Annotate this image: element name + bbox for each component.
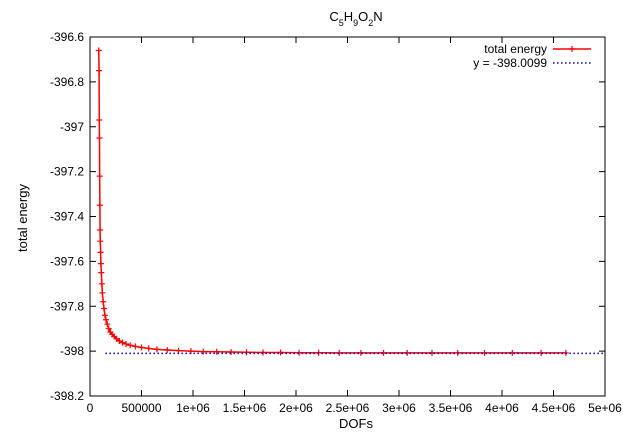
data-point-marker xyxy=(260,349,267,356)
series-layer xyxy=(95,47,605,356)
data-point-marker xyxy=(96,134,103,141)
data-point-marker xyxy=(123,340,130,347)
data-point-marker xyxy=(336,349,343,356)
x-tick-label: 4e+06 xyxy=(485,401,519,415)
data-point-marker xyxy=(116,338,123,345)
x-tick-label: 1.5e+06 xyxy=(223,401,267,415)
series-line-0 xyxy=(98,50,566,354)
plot-frame xyxy=(89,36,606,397)
data-point-marker xyxy=(96,117,103,124)
y-tick-label: -398.2 xyxy=(50,389,84,403)
y-tick-label: -396.6 xyxy=(50,30,84,44)
data-point-marker xyxy=(101,305,108,312)
data-point-marker xyxy=(101,312,108,319)
x-tick-label: 4.5e+06 xyxy=(532,401,576,415)
data-point-marker xyxy=(164,347,171,354)
data-point-marker xyxy=(97,226,104,233)
y-axis-label: total energy xyxy=(15,184,30,252)
data-point-marker xyxy=(96,67,103,74)
data-point-marker xyxy=(98,280,105,287)
data-point-marker xyxy=(145,345,152,352)
y-tick-label: -397.6 xyxy=(50,254,84,268)
x-axis-label: DOFs xyxy=(339,416,373,431)
data-point-marker xyxy=(104,321,111,328)
data-point-marker xyxy=(200,348,207,355)
data-point-marker xyxy=(153,346,160,353)
data-point-marker xyxy=(213,348,220,355)
x-tick-label: 0 xyxy=(87,401,94,415)
legend-label: total energy xyxy=(484,42,547,56)
data-point-marker xyxy=(404,349,411,356)
data-point-marker xyxy=(97,249,104,256)
data-point-marker xyxy=(97,238,104,245)
data-point-marker xyxy=(277,349,284,356)
data-point-marker xyxy=(138,344,145,351)
data-point-marker xyxy=(105,325,112,332)
data-point-marker xyxy=(119,339,126,346)
data-point-marker xyxy=(538,349,545,356)
x-tick-label: 1e+06 xyxy=(176,401,210,415)
data-point-marker xyxy=(96,173,103,180)
data-point-marker xyxy=(98,269,105,276)
legend-marker xyxy=(569,46,575,52)
y-tick-label: -397.4 xyxy=(50,210,84,224)
data-point-marker xyxy=(228,349,235,356)
x-tick-label: 5e+06 xyxy=(588,401,622,415)
data-point-marker xyxy=(127,342,134,349)
data-point-marker xyxy=(102,316,109,323)
x-tick-label: 500000 xyxy=(121,401,161,415)
data-point-marker xyxy=(296,349,303,356)
y-tick-label: -397 xyxy=(60,120,84,134)
x-tick-label: 3.5e+06 xyxy=(429,401,473,415)
data-point-marker xyxy=(132,343,139,350)
y-tick-label: -398 xyxy=(60,344,84,358)
data-point-marker xyxy=(99,289,106,296)
x-tick-label: 2.5e+06 xyxy=(326,401,370,415)
x-tick-label: 2e+06 xyxy=(279,401,313,415)
y-tick-label: -397.8 xyxy=(50,299,84,313)
chart-title: C5H9O2N xyxy=(329,9,382,28)
data-point-marker xyxy=(243,349,250,356)
y-tick-label: -396.8 xyxy=(50,75,84,89)
x-tick-label: 3e+06 xyxy=(382,401,416,415)
data-point-marker xyxy=(97,260,104,267)
data-point-marker xyxy=(100,298,107,305)
data-point-marker xyxy=(96,202,103,209)
axis-ticks: 0 500000 1e+06 1.5e+06 2e+06 2.5e+06 3e+06 3.5e… xyxy=(50,30,622,415)
y-tick-label: -397.2 xyxy=(50,165,84,179)
legend-label: y = -398.0099 xyxy=(473,56,547,70)
data-point-marker xyxy=(95,47,102,54)
